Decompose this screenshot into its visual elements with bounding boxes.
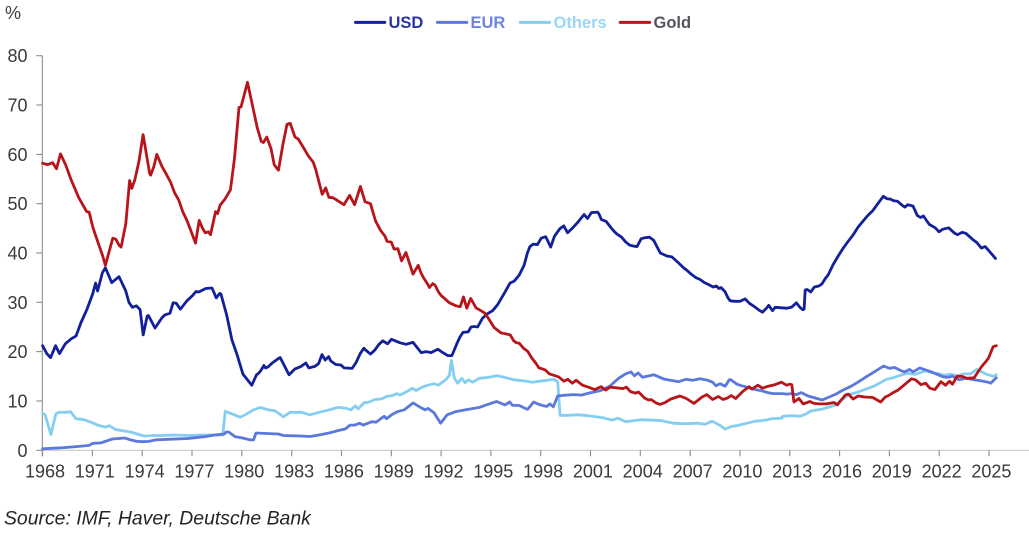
svg-text:80: 80 [7, 46, 27, 66]
svg-text:50: 50 [7, 194, 27, 214]
svg-text:2007: 2007 [673, 462, 713, 482]
svg-text:1974: 1974 [125, 462, 165, 482]
svg-text:1971: 1971 [75, 462, 115, 482]
svg-text:20: 20 [7, 342, 27, 362]
svg-text:Gold: Gold [654, 14, 692, 32]
svg-text:1977: 1977 [174, 462, 214, 482]
svg-text:Others: Others [554, 14, 607, 32]
svg-text:2022: 2022 [922, 462, 962, 482]
svg-text:1986: 1986 [324, 462, 364, 482]
svg-text:1992: 1992 [423, 462, 463, 482]
svg-text:2016: 2016 [822, 462, 862, 482]
svg-text:1980: 1980 [224, 462, 264, 482]
svg-text:60: 60 [7, 145, 27, 165]
svg-text:1989: 1989 [374, 462, 414, 482]
svg-text:0: 0 [17, 441, 27, 461]
svg-text:2025: 2025 [971, 462, 1011, 482]
svg-text:1968: 1968 [25, 462, 65, 482]
svg-text:USD: USD [389, 14, 424, 32]
svg-text:1983: 1983 [274, 462, 314, 482]
svg-text:Source: IMF, Haver, Deutsche B: Source: IMF, Haver, Deutsche Bank [4, 508, 312, 530]
svg-text:2019: 2019 [872, 462, 912, 482]
svg-text:1995: 1995 [473, 462, 513, 482]
svg-text:40: 40 [7, 244, 27, 264]
svg-text:10: 10 [7, 392, 27, 412]
svg-text:2004: 2004 [623, 462, 663, 482]
svg-text:70: 70 [7, 96, 27, 116]
svg-text:30: 30 [7, 293, 27, 313]
svg-text:2001: 2001 [573, 462, 613, 482]
svg-text:EUR: EUR [471, 14, 506, 32]
svg-text:%: % [5, 3, 21, 23]
svg-text:1998: 1998 [523, 462, 563, 482]
svg-text:2010: 2010 [722, 462, 762, 482]
svg-text:2013: 2013 [772, 462, 812, 482]
